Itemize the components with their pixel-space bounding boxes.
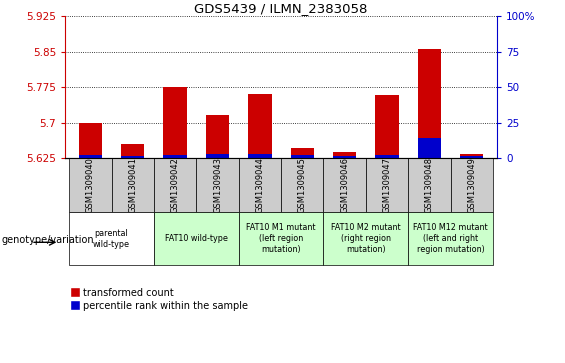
Bar	[163, 87, 187, 158]
FancyBboxPatch shape	[69, 158, 112, 212]
FancyBboxPatch shape	[366, 158, 408, 212]
Bar	[248, 154, 272, 158]
Text: GSM1309047: GSM1309047	[383, 157, 392, 213]
Text: GSM1309044: GSM1309044	[255, 157, 264, 213]
FancyBboxPatch shape	[323, 212, 408, 265]
Text: GSM1309040: GSM1309040	[86, 157, 95, 213]
FancyBboxPatch shape	[281, 158, 323, 212]
Bar	[206, 154, 229, 158]
Text: GSM1309043: GSM1309043	[213, 157, 222, 213]
Text: FAT10 M1 mutant
(left region
mutation): FAT10 M1 mutant (left region mutation)	[246, 223, 316, 254]
FancyBboxPatch shape	[408, 158, 451, 212]
Bar	[290, 148, 314, 158]
FancyBboxPatch shape	[408, 212, 493, 265]
Text: GSM1309049: GSM1309049	[467, 157, 476, 213]
Bar	[79, 155, 102, 158]
Text: GSM1309042: GSM1309042	[171, 157, 180, 213]
Bar	[206, 115, 229, 158]
Bar	[163, 155, 187, 158]
Text: GSM1309046: GSM1309046	[340, 157, 349, 213]
Text: FAT10 M2 mutant
(right region
mutation): FAT10 M2 mutant (right region mutation)	[331, 223, 401, 254]
Text: FAT10 wild-type: FAT10 wild-type	[165, 234, 228, 243]
Title: GDS5439 / ILMN_2383058: GDS5439 / ILMN_2383058	[194, 2, 368, 15]
Text: FAT10 M12 mutant
(left and right
region mutation): FAT10 M12 mutant (left and right region …	[413, 223, 488, 254]
Text: GSM1309048: GSM1309048	[425, 157, 434, 213]
Text: GSM1309041: GSM1309041	[128, 157, 137, 213]
Bar	[333, 156, 357, 158]
Bar	[79, 122, 102, 158]
FancyBboxPatch shape	[238, 158, 281, 212]
Bar	[290, 155, 314, 158]
Text: parental
wild-type: parental wild-type	[93, 229, 130, 249]
Bar	[121, 144, 145, 158]
Legend: transformed count, percentile rank within the sample: transformed count, percentile rank withi…	[70, 288, 249, 311]
Bar	[121, 156, 145, 158]
FancyBboxPatch shape	[238, 212, 323, 265]
Bar	[460, 154, 484, 158]
Bar	[375, 95, 399, 158]
FancyBboxPatch shape	[112, 158, 154, 212]
FancyBboxPatch shape	[154, 212, 238, 265]
FancyBboxPatch shape	[197, 158, 238, 212]
Bar	[333, 152, 357, 158]
Bar	[460, 156, 484, 158]
FancyBboxPatch shape	[451, 158, 493, 212]
Bar	[418, 138, 441, 158]
FancyBboxPatch shape	[323, 158, 366, 212]
Text: GSM1309045: GSM1309045	[298, 157, 307, 213]
Bar	[375, 155, 399, 158]
FancyBboxPatch shape	[154, 158, 197, 212]
FancyBboxPatch shape	[69, 212, 154, 265]
Bar	[248, 94, 272, 158]
Text: genotype/variation: genotype/variation	[1, 235, 94, 245]
Bar	[418, 49, 441, 158]
